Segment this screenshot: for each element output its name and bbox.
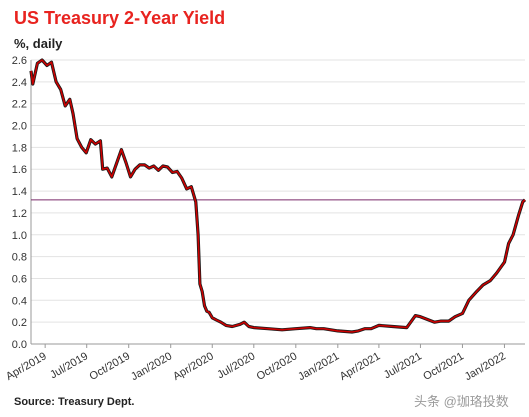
y-tick-label: 2.0: [12, 121, 27, 133]
y-tick-label: 1.4: [12, 186, 27, 198]
gridlines: [31, 59, 525, 323]
chart-source: Source: Treasury Dept.: [14, 396, 135, 408]
x-tick-label: Apr/2021: [338, 350, 383, 383]
y-tick-label: 0.8: [12, 252, 27, 264]
x-tick-label: Oct/2021: [421, 350, 466, 383]
y-tick-labels: 0.0 0.2 0.4 0.6 0.8 1.0 1.2 1.4 1.6 1.8 2.0 2.2 2.4 2…: [12, 55, 27, 351]
axes: [30, 60, 525, 348]
y-tick-label: 1.2: [12, 208, 27, 220]
chart-title: US Treasury 2-Year Yield: [14, 8, 226, 28]
y-tick-label: 0.4: [12, 295, 27, 307]
x-tick-label: Oct/2019: [88, 350, 133, 383]
x-tick-label: Jul/2021: [382, 350, 424, 381]
series-line: [30, 59, 526, 333]
series-layer: [29, 58, 527, 334]
chart-subtitle: %, daily: [14, 36, 63, 51]
y-tick-label: 2.4: [12, 77, 27, 89]
x-tick-label: Jan/2020: [129, 350, 174, 383]
y-tick-label: 0.0: [12, 339, 27, 351]
x-tick-label: Apr/2020: [171, 350, 216, 383]
x-tick-label: Jan/2021: [296, 350, 341, 383]
y-tick-label: 1.8: [12, 142, 27, 154]
x-tick-labels: Apr/2019 Jul/2019Oct/2019Jan/2020Apr/2020…: [4, 350, 508, 383]
series-outline: [29, 58, 527, 334]
y-tick-label: 0.2: [12, 317, 27, 329]
x-tick-label: Jul/2019: [48, 350, 90, 381]
x-tick-label: Oct/2020: [255, 350, 300, 383]
x-tick-label: Jul/2020: [215, 350, 257, 381]
y-tick-label: 2.2: [12, 99, 27, 111]
x-tick-label: Apr/2019: [4, 350, 49, 383]
x-tick-label: Jan/2022: [463, 350, 508, 383]
watermark-text: 头条 @珈珞投数: [414, 394, 509, 409]
y-tick-label: 1.6: [12, 164, 27, 176]
y-tick-label: 2.6: [12, 55, 27, 67]
y-tick-label: 0.6: [12, 273, 27, 285]
y-tick-label: 1.0: [12, 230, 27, 242]
